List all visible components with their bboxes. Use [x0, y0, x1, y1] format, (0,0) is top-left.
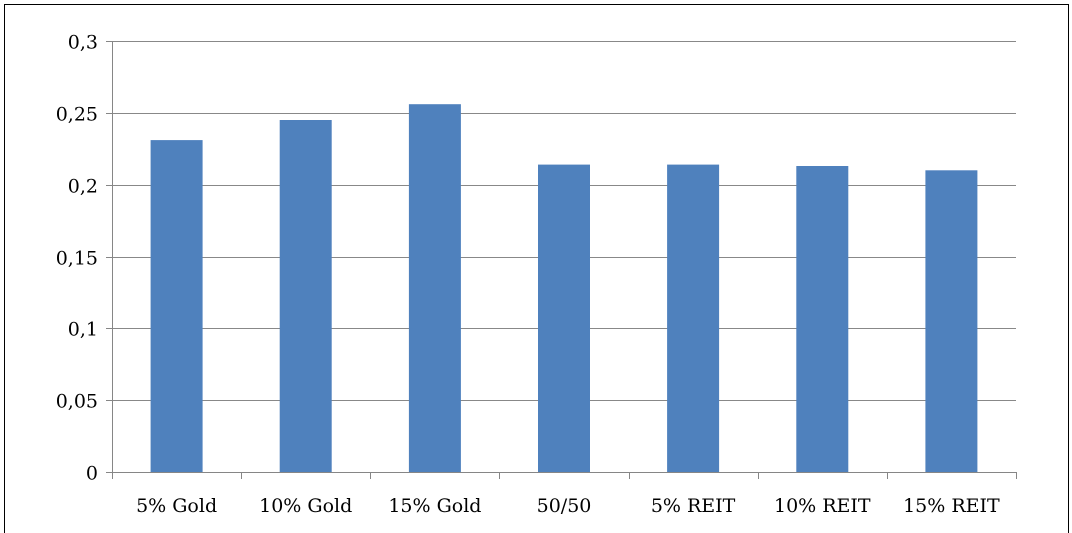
y-tick-label: 0 [86, 463, 98, 485]
y-tick-label: 0,1 [68, 319, 98, 341]
y-tick-label: 0,15 [56, 248, 98, 270]
bar-5-gold [150, 140, 203, 472]
x-tick-label: 10% REIT [774, 495, 871, 517]
bars [150, 104, 978, 473]
y-tick-label: 0,3 [68, 32, 98, 54]
x-tick-label: 10% Gold [259, 495, 352, 517]
bar-15-reit [925, 170, 978, 473]
x-tick-labels: 5% Gold 10% Gold 15% Gold 50/50 5% REIT 10% R… [136, 495, 1000, 517]
bar-5-reit [667, 164, 720, 472]
x-tick-label: 50/50 [537, 495, 592, 517]
bar-10-reit [796, 166, 849, 472]
x-tick-label: 5% Gold [136, 495, 217, 517]
y-tick-label: 0,25 [56, 104, 98, 126]
bar-50-50 [538, 164, 590, 472]
x-tick-label: 5% REIT [651, 495, 736, 517]
bar-15-gold [408, 104, 461, 472]
axes [106, 41, 1017, 479]
x-tick-label: 15% REIT [903, 495, 1000, 517]
y-tick-label: 0,05 [56, 391, 98, 413]
y-tick-label: 0,2 [68, 176, 98, 198]
x-tick-label: 15% Gold [388, 495, 481, 517]
bar-10-gold [279, 120, 332, 472]
y-tick-labels: 0 0,05 0,1 0,15 0,2 0,25 0,3 [56, 32, 98, 485]
